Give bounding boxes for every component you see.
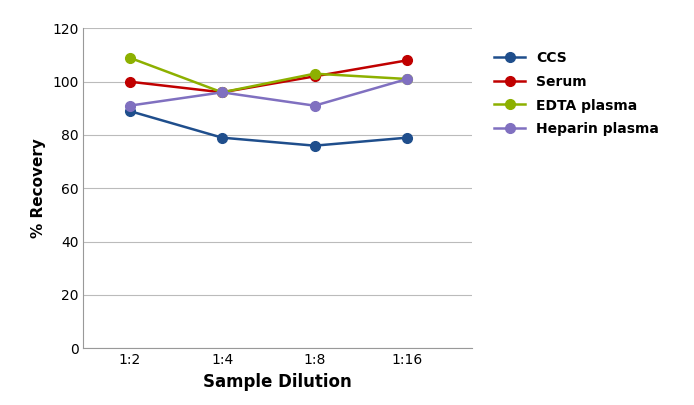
Line: Serum: Serum — [125, 55, 412, 97]
Serum — [126, 79, 134, 84]
Heparin plasma — [218, 90, 226, 95]
Legend: CCS, Serum, EDTA plasma, Heparin plasma: CCS, Serum, EDTA plasma, Heparin plasma — [494, 51, 659, 136]
Heparin plasma — [310, 103, 319, 108]
CCS — [126, 109, 134, 113]
Serum — [310, 74, 319, 79]
EDTA plasma — [218, 90, 226, 95]
EDTA plasma — [403, 77, 412, 81]
CCS — [218, 135, 226, 140]
Line: Heparin plasma: Heparin plasma — [125, 74, 412, 111]
Heparin plasma — [126, 103, 134, 108]
Line: EDTA plasma: EDTA plasma — [125, 53, 412, 97]
Y-axis label: % Recovery: % Recovery — [31, 139, 46, 238]
Serum — [218, 90, 226, 95]
EDTA plasma — [310, 71, 319, 76]
CCS — [310, 143, 319, 148]
CCS — [403, 135, 412, 140]
EDTA plasma — [126, 55, 134, 60]
Heparin plasma — [403, 77, 412, 81]
X-axis label: Sample Dilution: Sample Dilution — [203, 373, 352, 391]
Line: CCS: CCS — [125, 106, 412, 151]
Serum — [403, 58, 412, 63]
